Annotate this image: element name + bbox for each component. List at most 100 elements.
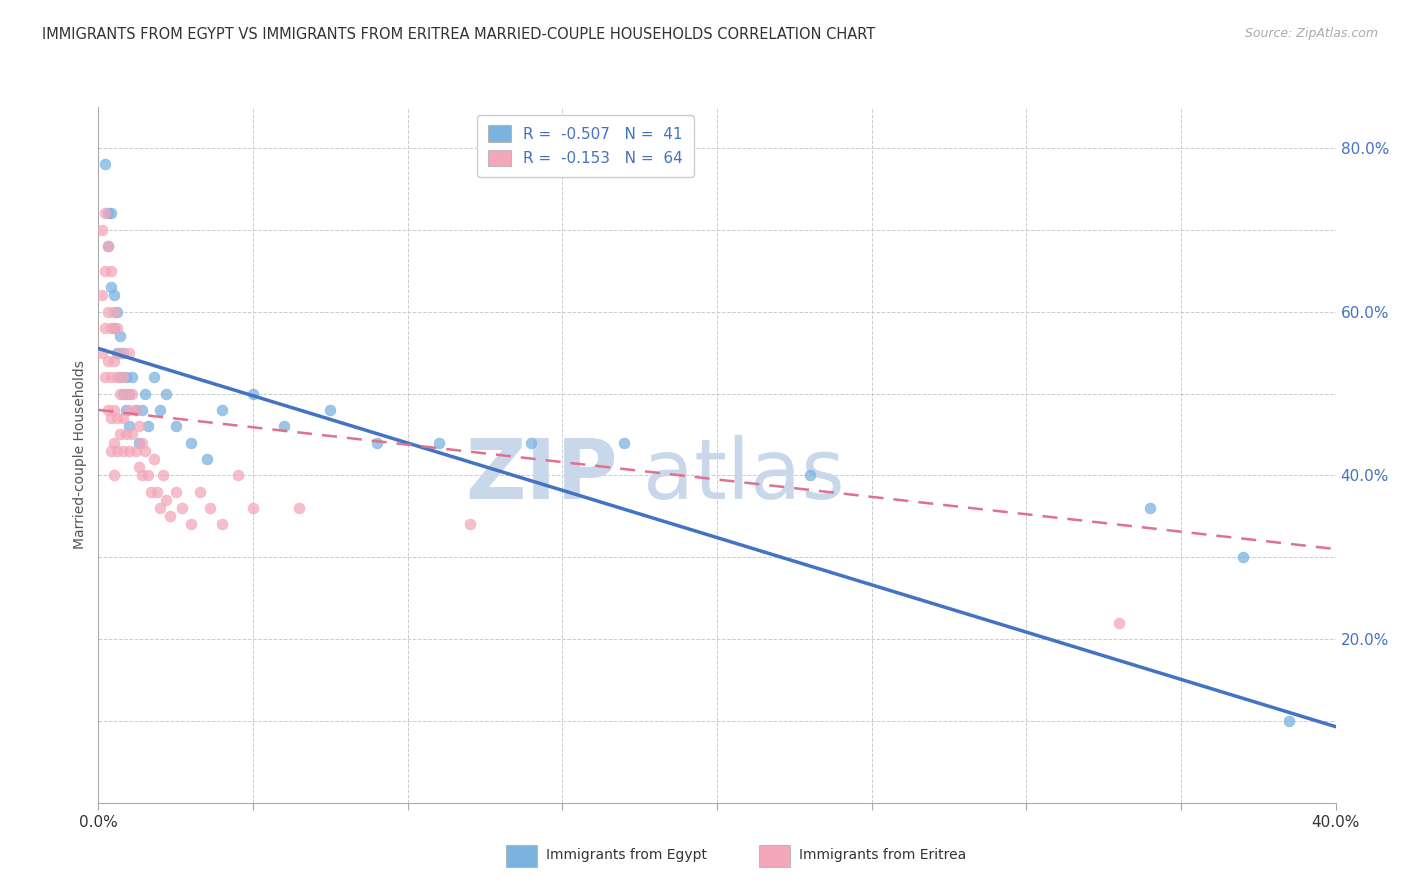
Point bbox=[115, 370, 138, 384]
Point bbox=[180, 435, 202, 450]
Point bbox=[131, 435, 153, 450]
Point bbox=[105, 304, 128, 318]
Point bbox=[143, 370, 166, 384]
Point bbox=[90, 345, 112, 359]
Point bbox=[100, 370, 122, 384]
Point bbox=[112, 386, 135, 401]
Point bbox=[1139, 501, 1161, 516]
Point bbox=[105, 443, 128, 458]
Point bbox=[124, 443, 146, 458]
Legend: R =  -0.507   N =  41, R =  -0.153   N =  64: R = -0.507 N = 41, R = -0.153 N = 64 bbox=[477, 115, 693, 177]
Point bbox=[427, 435, 450, 450]
Point bbox=[799, 468, 821, 483]
Point bbox=[155, 386, 177, 401]
Point bbox=[103, 304, 125, 318]
Point bbox=[124, 403, 146, 417]
Text: atlas: atlas bbox=[643, 435, 845, 516]
Point bbox=[319, 403, 342, 417]
Point bbox=[124, 403, 146, 417]
Point bbox=[121, 427, 143, 442]
Point bbox=[288, 501, 311, 516]
Point bbox=[105, 345, 128, 359]
Point bbox=[97, 239, 120, 253]
Point bbox=[134, 386, 156, 401]
Point bbox=[90, 223, 112, 237]
Point bbox=[136, 419, 159, 434]
Point bbox=[613, 435, 636, 450]
Point bbox=[165, 419, 187, 434]
Point bbox=[211, 517, 233, 532]
Point bbox=[118, 419, 141, 434]
Y-axis label: Married-couple Households: Married-couple Households bbox=[73, 360, 87, 549]
Point bbox=[105, 321, 128, 335]
Point bbox=[108, 370, 131, 384]
Point bbox=[242, 386, 264, 401]
Point bbox=[112, 411, 135, 425]
Point bbox=[100, 321, 122, 335]
Point bbox=[115, 386, 138, 401]
Point bbox=[146, 484, 169, 499]
Point bbox=[198, 501, 221, 516]
Point bbox=[458, 517, 481, 532]
Point bbox=[103, 353, 125, 368]
Point bbox=[90, 288, 112, 302]
Point bbox=[103, 435, 125, 450]
Point bbox=[93, 206, 115, 220]
Text: Immigrants from Egypt: Immigrants from Egypt bbox=[546, 848, 707, 863]
Point bbox=[134, 443, 156, 458]
Point bbox=[93, 321, 115, 335]
Point bbox=[1232, 550, 1254, 565]
Point bbox=[121, 370, 143, 384]
Point bbox=[97, 353, 120, 368]
Point bbox=[149, 403, 172, 417]
Point bbox=[108, 329, 131, 343]
Point bbox=[97, 206, 120, 220]
Point bbox=[1278, 714, 1301, 728]
Point bbox=[118, 403, 141, 417]
Point bbox=[143, 452, 166, 467]
Point bbox=[100, 206, 122, 220]
Point bbox=[136, 468, 159, 483]
Point bbox=[108, 345, 131, 359]
Point bbox=[93, 264, 115, 278]
Point bbox=[97, 403, 120, 417]
Text: Immigrants from Eritrea: Immigrants from Eritrea bbox=[799, 848, 966, 863]
Point bbox=[105, 370, 128, 384]
Point bbox=[520, 435, 543, 450]
Point bbox=[180, 517, 202, 532]
Point bbox=[115, 403, 138, 417]
Point bbox=[103, 403, 125, 417]
Point bbox=[118, 443, 141, 458]
Point bbox=[165, 484, 187, 499]
Point bbox=[103, 288, 125, 302]
Point bbox=[170, 501, 193, 516]
Point bbox=[226, 468, 249, 483]
Point bbox=[128, 419, 150, 434]
Text: Source: ZipAtlas.com: Source: ZipAtlas.com bbox=[1244, 27, 1378, 40]
Point bbox=[118, 386, 141, 401]
Point bbox=[105, 411, 128, 425]
Point bbox=[152, 468, 174, 483]
Point bbox=[93, 157, 115, 171]
Point bbox=[211, 403, 233, 417]
Point bbox=[112, 345, 135, 359]
Point bbox=[149, 501, 172, 516]
Point bbox=[97, 239, 120, 253]
Point bbox=[103, 321, 125, 335]
Point bbox=[112, 370, 135, 384]
Point bbox=[242, 501, 264, 516]
Point bbox=[108, 386, 131, 401]
Point bbox=[190, 484, 212, 499]
Point bbox=[121, 386, 143, 401]
Point bbox=[115, 427, 138, 442]
Point bbox=[108, 427, 131, 442]
Point bbox=[100, 443, 122, 458]
Point bbox=[93, 370, 115, 384]
Point bbox=[366, 435, 388, 450]
Point bbox=[100, 280, 122, 294]
Point bbox=[159, 509, 181, 524]
Point bbox=[100, 264, 122, 278]
Point bbox=[128, 460, 150, 475]
Point bbox=[273, 419, 295, 434]
Text: IMMIGRANTS FROM EGYPT VS IMMIGRANTS FROM ERITREA MARRIED-COUPLE HOUSEHOLDS CORRE: IMMIGRANTS FROM EGYPT VS IMMIGRANTS FROM… bbox=[42, 27, 876, 42]
